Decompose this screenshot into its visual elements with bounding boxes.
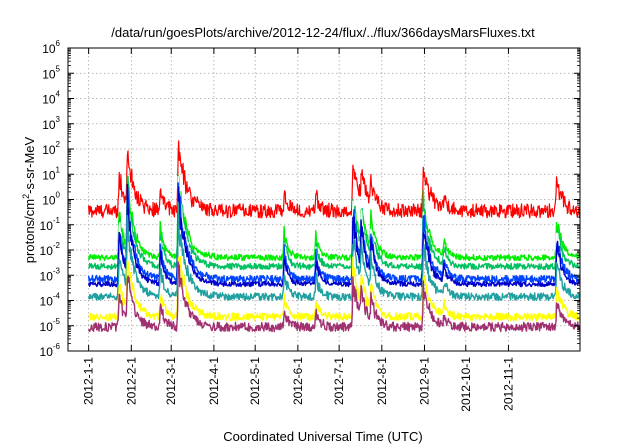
- y-tick-base: 10: [42, 118, 56, 132]
- y-tick-base: 10: [40, 295, 54, 309]
- series-line: [88, 255, 581, 322]
- y-axis-label-suffix: -s-sr-MeV: [22, 136, 37, 193]
- x-tick-label: 2012-8-1: [375, 357, 389, 405]
- y-tick-label: 10-2: [40, 241, 61, 258]
- series-line: [87, 182, 581, 284]
- y-tick-exponent: -4: [53, 292, 61, 301]
- y-tick-exponent: 2: [56, 140, 61, 149]
- y-tick-label: 104: [42, 90, 60, 107]
- y-tick-label: 10-1: [40, 216, 61, 233]
- y-tick-label: 10-4: [40, 292, 61, 309]
- chart-title: /data/run/goesPlots/archive/2012-12-24/f…: [111, 25, 535, 40]
- x-axis-label: Coordinated Universal Time (UTC): [223, 429, 422, 444]
- y-tick-exponent: -1: [53, 216, 61, 225]
- y-axis-label-exponent: 2: [21, 194, 31, 199]
- y-tick-base: 10: [42, 168, 56, 182]
- x-tick-label: 2012-3-1: [164, 357, 178, 405]
- series-line: [87, 261, 581, 333]
- y-tick-base: 10: [42, 143, 56, 157]
- y-tick-label: 10-6: [40, 342, 61, 359]
- y-tick-base: 10: [42, 194, 56, 208]
- y-tick-base: 10: [40, 269, 54, 283]
- y-tick-label: 10-5: [40, 317, 61, 334]
- x-tick-label: 2012-1-1: [82, 357, 96, 405]
- y-tick-label: 103: [42, 115, 60, 132]
- y-axis-ticks: 10-610-510-410-310-210-11001011021031041…: [40, 39, 580, 359]
- y-tick-exponent: -2: [53, 241, 61, 250]
- series-line: [88, 175, 581, 277]
- x-tick-label: 2012-4-1: [207, 357, 221, 405]
- y-tick-exponent: 0: [56, 191, 61, 200]
- y-tick-exponent: 1: [56, 165, 61, 174]
- series-line: [87, 175, 581, 262]
- x-axis-ticks: 2012-1-1 2012-2-1 2012-3-1 2012-4-1 2012-5-1…: [82, 48, 515, 412]
- y-tick-base: 10: [40, 320, 54, 334]
- y-tick-base: 10: [40, 219, 54, 233]
- series-line: [87, 183, 581, 288]
- x-tick-label: 2012-6-1: [291, 357, 305, 405]
- series-line: [87, 201, 581, 302]
- y-tick-exponent: -3: [53, 266, 61, 275]
- y-tick-exponent: 5: [56, 64, 61, 73]
- x-tick-label: 2012-11-1: [501, 357, 515, 411]
- series-line: [88, 140, 581, 219]
- y-tick-label: 10-3: [40, 266, 61, 283]
- y-tick-base: 10: [42, 42, 56, 56]
- x-tick-label: 2012-7-1: [332, 357, 346, 405]
- grid-lines: [68, 48, 580, 351]
- x-tick-label: 2012-10-1: [459, 357, 473, 412]
- y-tick-base: 10: [40, 345, 54, 359]
- y-tick-base: 10: [40, 244, 54, 258]
- y-axis-label: protons/cm2-s-sr-MeV: [21, 136, 37, 263]
- y-tick-exponent: -5: [53, 317, 61, 326]
- series-group: [87, 140, 581, 333]
- y-axis-label-prefix: protons/cm: [22, 199, 37, 263]
- x-tick-label: 2012-5-1: [248, 357, 262, 405]
- series-line: [87, 175, 581, 271]
- y-tick-base: 10: [42, 93, 56, 107]
- x-tick-label: 2012-2-1: [124, 357, 138, 405]
- y-tick-label: 101: [42, 165, 60, 182]
- y-tick-exponent: -6: [53, 342, 61, 351]
- y-tick-label: 100: [42, 191, 60, 208]
- y-tick-label: 106: [42, 39, 60, 56]
- y-tick-exponent: 4: [56, 90, 61, 99]
- y-tick-base: 10: [42, 67, 56, 81]
- y-tick-label: 105: [42, 64, 60, 81]
- y-tick-exponent: 6: [56, 39, 61, 48]
- y-tick-exponent: 3: [56, 115, 61, 124]
- y-tick-label: 102: [42, 140, 60, 157]
- x-tick-label: 2012-9-1: [417, 357, 431, 405]
